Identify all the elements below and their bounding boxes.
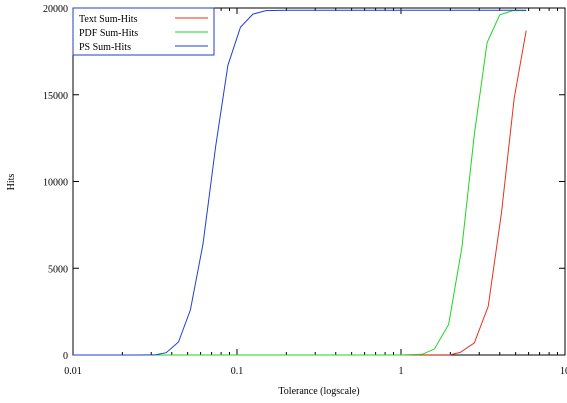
x-axis-label: Tolerance (logscale) <box>278 386 359 397</box>
legend-label: PS Sum-Hits <box>79 42 131 53</box>
x-tick-label: 0.1 <box>231 366 244 377</box>
legend-label: PDF Sum-Hits <box>79 28 138 39</box>
legend-label: Text Sum-Hits <box>79 14 138 25</box>
x-tick-label: 0.01 <box>64 366 82 377</box>
plot-frame <box>72 7 566 356</box>
y-tick-label: 15000 <box>43 91 68 102</box>
series-layer <box>73 9 527 356</box>
x-tick-label: 10 <box>560 366 567 377</box>
tick-labels: 0.01 0.1 1 10 0 5000 10000 15000 20000 <box>43 4 567 377</box>
series-line-text-sum-hits <box>73 30 527 356</box>
x-tick-label: 1 <box>399 366 404 377</box>
series-line-ps-sum-hits <box>73 9 527 356</box>
y-tick-label: 20000 <box>43 4 68 15</box>
series-line-pdf-sum-hits <box>73 10 527 356</box>
y-tick-label: 10000 <box>43 178 68 189</box>
y-tick-label: 0 <box>63 351 68 362</box>
axis-ticks <box>72 7 565 356</box>
legend: Text Sum-Hits PDF Sum-Hits PS Sum-Hits <box>72 7 215 56</box>
y-axis-label: Hits <box>6 174 17 191</box>
y-tick-label: 5000 <box>48 264 68 275</box>
